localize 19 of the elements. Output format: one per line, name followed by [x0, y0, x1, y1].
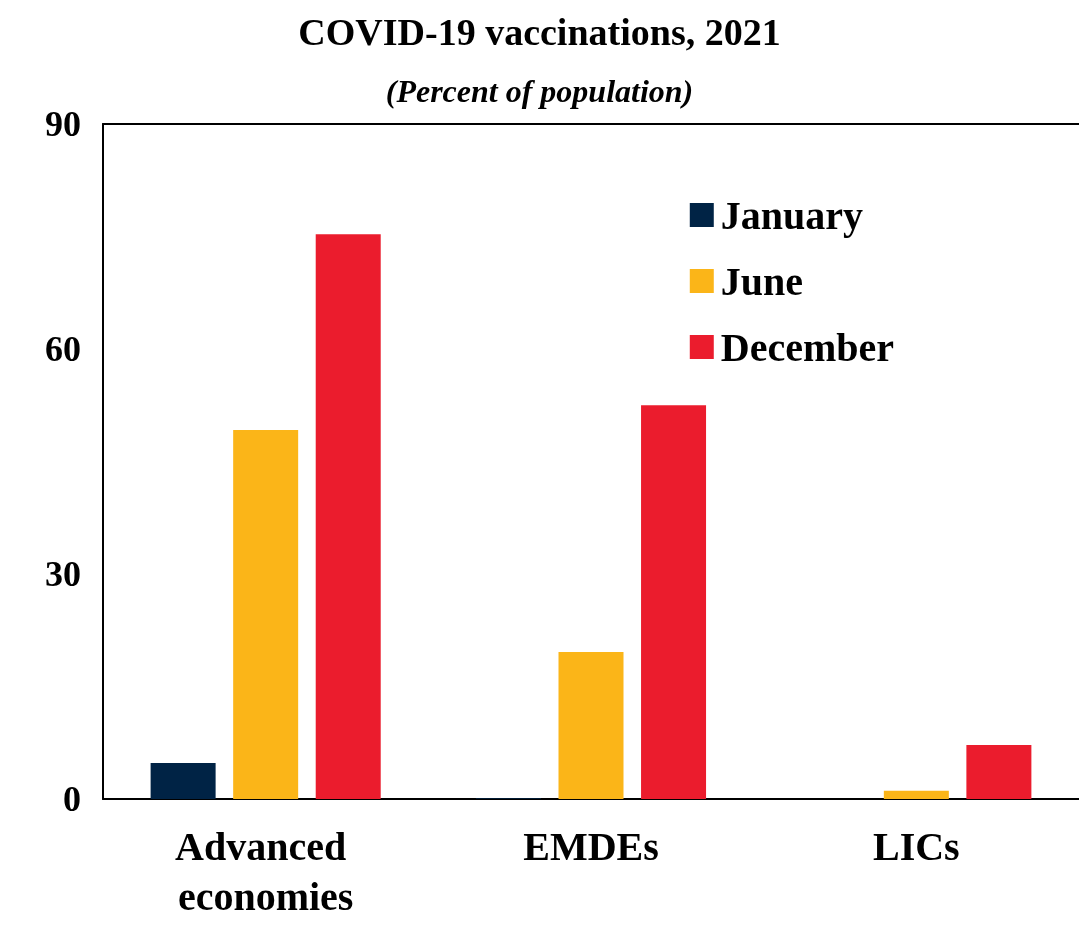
x-tick-label: Advanced economies	[175, 823, 357, 919]
y-tick-label: 90	[45, 104, 81, 144]
bar	[315, 234, 381, 799]
legend-label: December	[720, 324, 895, 370]
bar	[233, 430, 299, 799]
chart-title: COVID-19 vaccinations, 2021	[298, 11, 781, 53]
x-tick-label: EMDEs	[523, 823, 659, 869]
bar	[883, 790, 949, 799]
x-tick-label: LICs	[872, 823, 960, 869]
y-tick-label: 0	[63, 779, 81, 819]
legend-label: January	[720, 192, 864, 238]
y-tick-label: 60	[45, 329, 81, 369]
chart-subtitle: (Percent of population)	[385, 73, 694, 109]
legend-label: June	[720, 258, 804, 304]
bar	[641, 405, 707, 799]
y-tick-label: 30	[45, 554, 81, 594]
bar	[558, 652, 624, 799]
bar	[150, 763, 216, 799]
bar	[966, 745, 1032, 799]
